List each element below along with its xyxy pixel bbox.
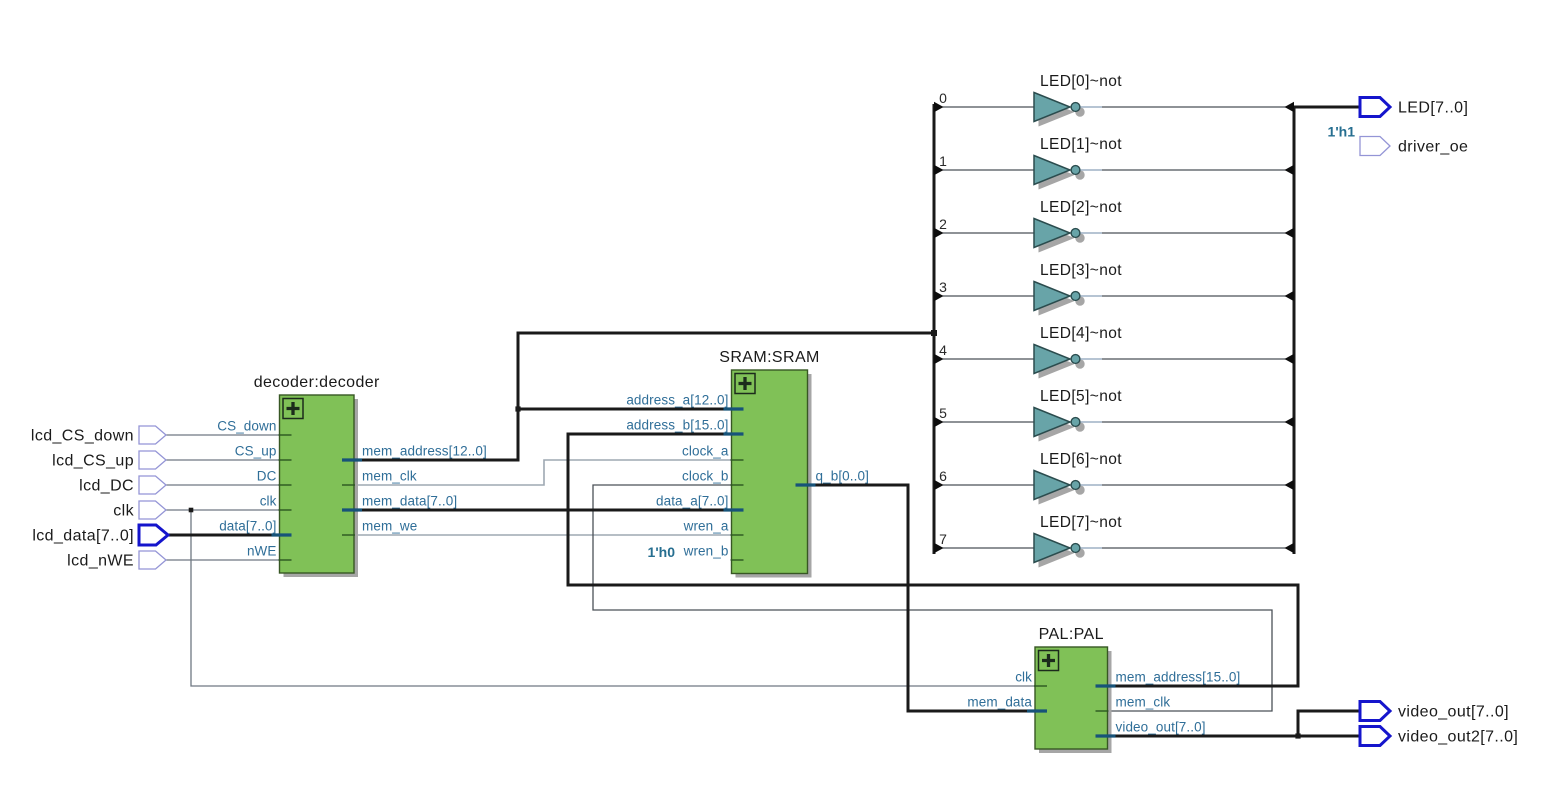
svg-text:lcd_CS_up: lcd_CS_up — [52, 453, 134, 470]
svg-text:clk: clk — [113, 503, 134, 520]
svg-text:address_b[15..0]: address_b[15..0] — [626, 418, 728, 433]
svg-text:data[7..0]: data[7..0] — [219, 519, 276, 534]
svg-text:mem_clk: mem_clk — [362, 469, 417, 484]
svg-text:lcd_CS_down: lcd_CS_down — [31, 428, 134, 445]
svg-text:PAL:PAL: PAL:PAL — [1039, 626, 1104, 643]
svg-text:LED[7]~not: LED[7]~not — [1040, 514, 1122, 531]
svg-text:LED[2]~not: LED[2]~not — [1040, 199, 1122, 216]
svg-text:1'h0: 1'h0 — [648, 544, 676, 560]
svg-text:decoder:decoder: decoder:decoder — [254, 374, 380, 391]
svg-text:wren_b: wren_b — [683, 544, 729, 559]
svg-text:LED[5]~not: LED[5]~not — [1040, 388, 1122, 405]
svg-text:driver_oe: driver_oe — [1398, 139, 1468, 156]
svg-text:video_out[7..0]: video_out[7..0] — [1116, 720, 1206, 735]
svg-text:data_a[7..0]: data_a[7..0] — [656, 494, 729, 509]
svg-text:7: 7 — [939, 531, 947, 547]
svg-text:lcd_data[7..0]: lcd_data[7..0] — [32, 528, 134, 545]
svg-text:clk: clk — [260, 494, 277, 509]
svg-text:0: 0 — [939, 90, 947, 106]
svg-text:1'h1: 1'h1 — [1328, 124, 1356, 140]
svg-text:5: 5 — [939, 405, 947, 421]
svg-text:LED[3]~not: LED[3]~not — [1040, 262, 1122, 279]
svg-text:q_b[0..0]: q_b[0..0] — [816, 469, 869, 484]
svg-text:SRAM:SRAM: SRAM:SRAM — [719, 349, 820, 366]
svg-text:nWE: nWE — [247, 544, 277, 559]
svg-text:3: 3 — [939, 279, 947, 295]
svg-text:LED[7..0]: LED[7..0] — [1398, 100, 1468, 117]
svg-text:clock_a: clock_a — [682, 444, 729, 459]
svg-text:LED[0]~not: LED[0]~not — [1040, 73, 1122, 90]
svg-text:DC: DC — [257, 469, 277, 484]
svg-text:clk: clk — [1015, 670, 1032, 685]
svg-text:video_out[7..0]: video_out[7..0] — [1398, 704, 1509, 721]
svg-text:video_out2[7..0]: video_out2[7..0] — [1398, 729, 1518, 746]
svg-text:address_a[12..0]: address_a[12..0] — [626, 393, 728, 408]
svg-text:4: 4 — [939, 342, 947, 358]
svg-text:LED[1]~not: LED[1]~not — [1040, 136, 1122, 153]
svg-text:mem_address[12..0]: mem_address[12..0] — [362, 444, 487, 459]
svg-text:1: 1 — [939, 153, 947, 169]
svg-text:mem_data: mem_data — [967, 695, 1032, 710]
svg-text:mem_address[15..0]: mem_address[15..0] — [1116, 670, 1241, 685]
svg-text:mem_we: mem_we — [362, 519, 417, 534]
svg-text:clock_b: clock_b — [682, 469, 728, 484]
svg-text:wren_a: wren_a — [683, 519, 729, 534]
svg-text:LED[4]~not: LED[4]~not — [1040, 325, 1122, 342]
svg-text:CS_up: CS_up — [235, 444, 277, 459]
svg-text:lcd_nWE: lcd_nWE — [67, 553, 134, 570]
svg-text:CS_down: CS_down — [217, 419, 276, 434]
svg-text:mem_data[7..0]: mem_data[7..0] — [362, 494, 457, 509]
svg-text:LED[6]~not: LED[6]~not — [1040, 451, 1122, 468]
svg-text:2: 2 — [939, 216, 947, 232]
svg-text:6: 6 — [939, 468, 947, 484]
svg-text:lcd_DC: lcd_DC — [79, 478, 134, 495]
svg-text:mem_clk: mem_clk — [1116, 695, 1171, 710]
